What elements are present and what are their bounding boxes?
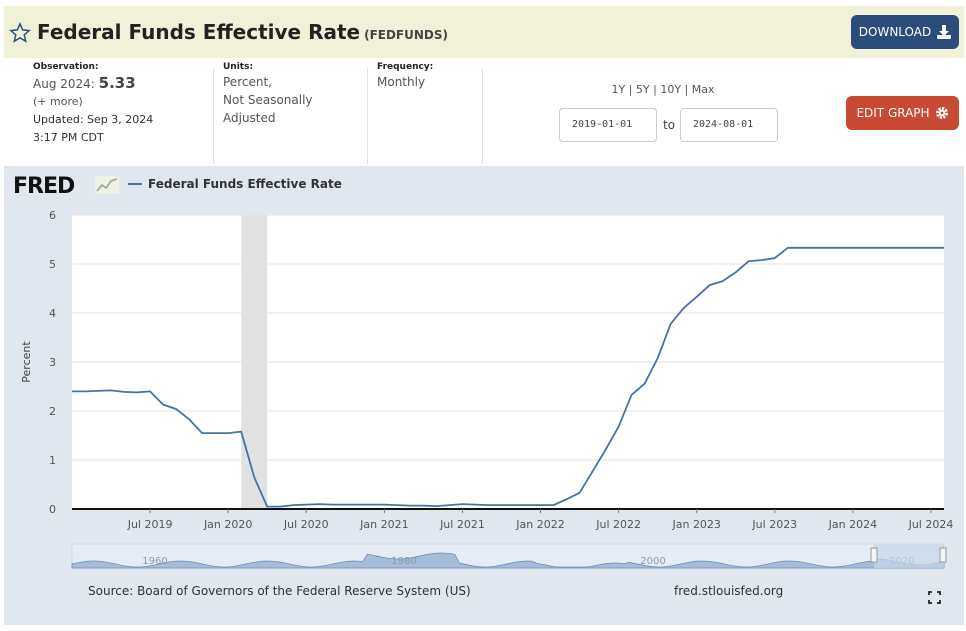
fred-logo: FRED: [13, 174, 75, 199]
x-tick-label: Jan 2024: [828, 518, 877, 531]
frequency-block: Frequency: Monthly: [377, 62, 433, 166]
observation-label: Observation:: [33, 62, 99, 72]
series-header: Federal Funds Effective Rate (FEDFUNDS) D…: [4, 6, 964, 58]
end-date-input[interactable]: 2024-08-01: [680, 108, 778, 142]
y-tick-label: 3: [49, 356, 56, 369]
series-title: Federal Funds Effective Rate: [37, 20, 361, 44]
navigator-selection: [874, 544, 944, 568]
updated-time: 3:17 PM CDT: [33, 131, 104, 144]
download-label: DOWNLOAD: [858, 25, 932, 39]
source-text: Source: Board of Governors of the Federa…: [88, 584, 471, 598]
divider: [482, 68, 483, 164]
navigator-label: 1980: [391, 556, 416, 567]
frequency-value: Monthly: [377, 75, 426, 89]
x-tick-label: Jul 2019: [127, 518, 173, 531]
range-10y[interactable]: 10Y: [660, 83, 682, 96]
x-tick-label: Jan 2022: [515, 518, 564, 531]
range-1y[interactable]: 1Y: [611, 83, 626, 96]
observation-value: 5.33: [98, 74, 136, 92]
more-link[interactable]: (+ more): [33, 95, 83, 108]
units-line-3: Adjusted: [223, 111, 276, 125]
start-date-input[interactable]: 2019-01-01: [559, 108, 657, 142]
y-tick-label: 4: [49, 307, 56, 320]
observation-period: Aug 2024:: [33, 77, 95, 91]
navigator-handle-right: [939, 547, 947, 563]
units-line-1: Percent,: [223, 75, 272, 89]
x-tick-label: Jul 2020: [283, 518, 329, 531]
navigator-label: 1960: [142, 556, 167, 567]
navigator-handle-left: [870, 547, 878, 563]
series-line: [72, 246, 944, 508]
y-tick-label: 2: [49, 405, 56, 418]
y-tick-label: 1: [49, 454, 56, 467]
x-tick-label: Jan 2023: [671, 518, 720, 531]
range-max[interactable]: Max: [691, 83, 715, 96]
fred-graph-icon: [95, 176, 119, 194]
gear-icon: [935, 107, 948, 119]
units-block: Units: Percent, Not Seasonally Adjusted: [223, 62, 313, 166]
y-tick-label: 6: [49, 209, 56, 222]
download-icon: [937, 25, 952, 39]
units-label: Units:: [223, 62, 254, 72]
y-tick-label: 0: [49, 503, 56, 516]
units-line-2: Not Seasonally: [223, 93, 313, 107]
to-label: to: [663, 118, 676, 132]
legend-series-label: Federal Funds Effective Rate: [148, 177, 342, 191]
legend-swatch: [128, 183, 142, 185]
divider: [213, 68, 214, 164]
range-selector: 1Y | 5Y | 10Y | Max: [611, 83, 715, 96]
x-tick-label: Jul 2023: [751, 518, 797, 531]
divider: [367, 68, 368, 164]
x-tick-label: Jul 2024: [908, 518, 954, 531]
x-tick-label: Jul 2022: [595, 518, 641, 531]
edit-graph-button[interactable]: EDIT GRAPH: [846, 96, 959, 130]
frequency-label: Frequency:: [377, 62, 434, 72]
navigator-label: 2000: [640, 556, 665, 567]
y-axis-title: Percent: [20, 341, 33, 383]
edit-graph-label: EDIT GRAPH: [856, 106, 930, 120]
star-icon[interactable]: [9, 22, 31, 44]
x-tick-label: Jan 2021: [359, 518, 408, 531]
updated-date: Sep 3, 2024: [87, 113, 154, 126]
y-tick-label: 5: [49, 258, 56, 271]
observation-block: Observation: Aug 2024: 5.33 (+ more) Upd…: [33, 62, 153, 166]
navigator-area: [71, 552, 945, 569]
updated-label: Updated:: [33, 113, 84, 126]
download-button[interactable]: DOWNLOAD: [851, 15, 959, 49]
range-5y[interactable]: 5Y: [635, 83, 650, 96]
fullscreen-icon[interactable]: [928, 591, 941, 604]
x-tick-label: Jul 2021: [439, 518, 485, 531]
chart-legend: Federal Funds Effective Rate: [128, 177, 342, 191]
x-tick-label: Jan 2020: [203, 518, 252, 531]
site-link[interactable]: fred.stlouisfed.org: [674, 584, 784, 598]
series-code: (FEDFUNDS): [364, 28, 449, 42]
page-title: Federal Funds Effective Rate (FEDFUNDS): [37, 20, 448, 44]
